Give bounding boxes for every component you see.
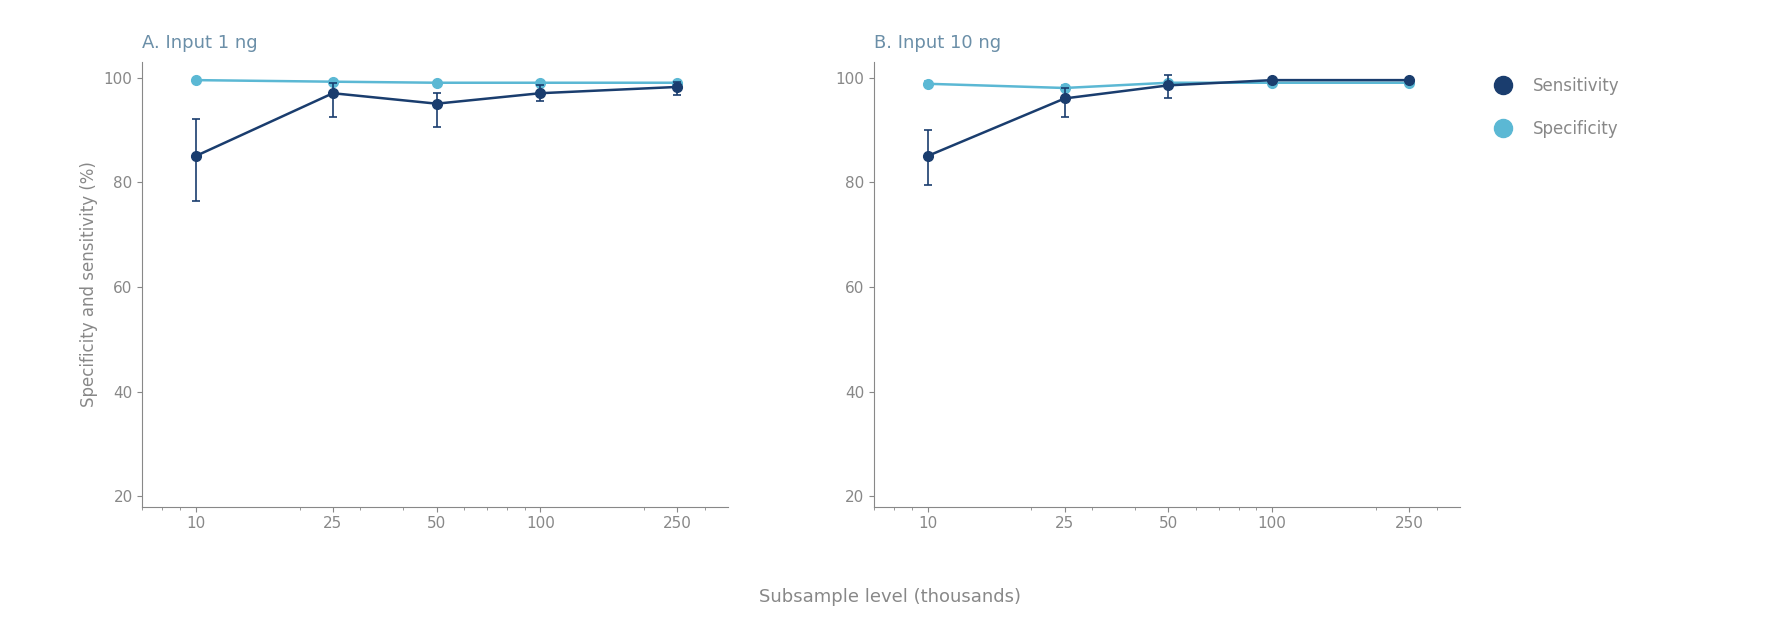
Text: A. Input 1 ng: A. Input 1 ng (142, 34, 258, 52)
Y-axis label: Specificity and sensitivity (%): Specificity and sensitivity (%) (80, 161, 98, 407)
Text: Subsample level (thousands): Subsample level (thousands) (758, 588, 1022, 606)
Text: B. Input 10 ng: B. Input 10 ng (874, 34, 1002, 52)
Legend: Sensitivity, Specificity: Sensitivity, Specificity (1479, 70, 1627, 145)
